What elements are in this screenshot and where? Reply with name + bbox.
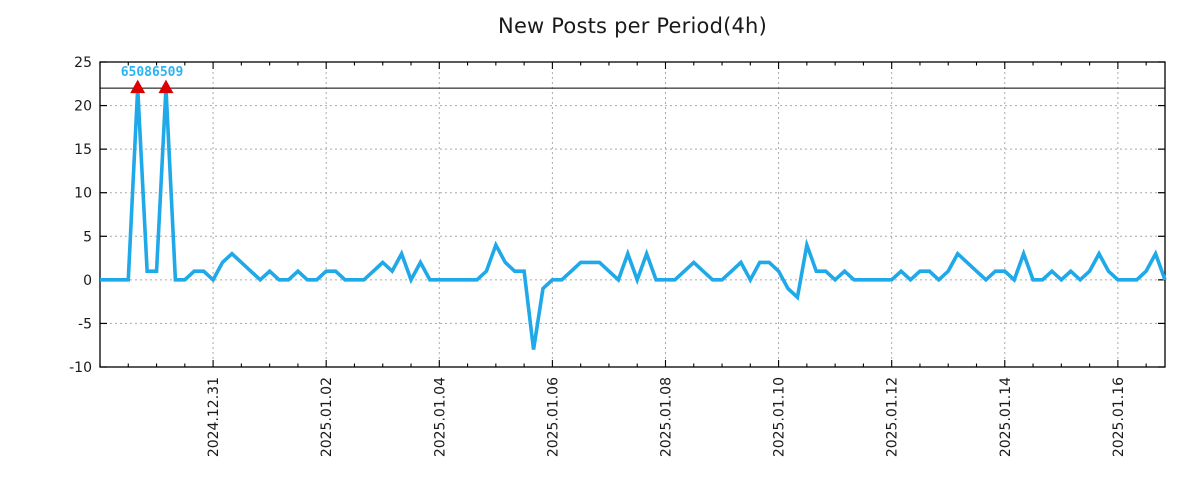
x-tick-label: 2025.01.08: [658, 377, 674, 457]
x-tick-label: 2025.01.12: [885, 377, 901, 457]
x-tick-label: 2024.12.31: [206, 377, 222, 457]
y-tick-label: 25: [74, 55, 92, 71]
annotation-label: 65086509: [121, 65, 184, 80]
y-tick-label: -10: [69, 360, 92, 376]
x-tick-label: 2025.01.16: [1111, 377, 1127, 457]
x-tick-label: 2025.01.02: [319, 377, 335, 457]
peak-marker-icon: [130, 79, 146, 94]
chart-title: New Posts per Period(4h): [498, 14, 767, 38]
y-tick-label: 5: [83, 229, 92, 245]
x-tick-label: 2025.01.04: [432, 377, 448, 457]
x-tick-label: 2025.01.14: [998, 377, 1014, 457]
peak-marker-icon: [158, 79, 174, 94]
x-tick-label: 2025.01.06: [545, 377, 561, 457]
plot-border: [99, 61, 1166, 368]
y-tick-label: 0: [83, 273, 92, 289]
y-tick-label: 15: [74, 142, 92, 158]
series-line: [100, 88, 1167, 350]
y-tick-label: 20: [74, 99, 92, 115]
y-tick-label: -5: [78, 316, 92, 332]
y-tick-label: 10: [74, 186, 92, 202]
x-tick-label: 2025.01.10: [772, 377, 788, 457]
